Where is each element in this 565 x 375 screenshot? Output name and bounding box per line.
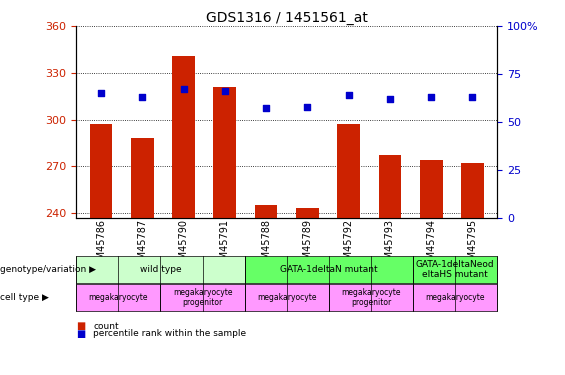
Point <box>97 90 106 96</box>
Text: wild type: wild type <box>140 265 181 274</box>
Point <box>385 96 394 102</box>
Title: GDS1316 / 1451561_at: GDS1316 / 1451561_at <box>206 11 368 25</box>
Text: megakaryocyte: megakaryocyte <box>425 293 485 302</box>
Bar <box>461 163 484 218</box>
Text: ■: ■ <box>76 321 85 331</box>
Point <box>344 92 353 98</box>
Point <box>262 105 271 111</box>
Text: megakaryocyte
progenitor: megakaryocyte progenitor <box>173 288 232 308</box>
Text: cell type ▶: cell type ▶ <box>0 293 49 302</box>
Point <box>303 104 312 110</box>
Bar <box>420 160 442 218</box>
Text: megakaryocyte: megakaryocyte <box>257 293 316 302</box>
Text: percentile rank within the sample: percentile rank within the sample <box>93 329 246 338</box>
Point <box>138 94 147 100</box>
Bar <box>90 124 112 218</box>
Text: megakaryocyte: megakaryocyte <box>89 293 148 302</box>
Point <box>179 86 188 92</box>
Text: count: count <box>93 322 119 331</box>
Point <box>468 94 477 100</box>
Text: GATA-1deltaN mutant: GATA-1deltaN mutant <box>280 265 377 274</box>
Bar <box>172 56 195 217</box>
Bar <box>337 124 360 218</box>
Bar <box>379 155 401 218</box>
Bar <box>296 208 319 218</box>
Text: genotype/variation ▶: genotype/variation ▶ <box>0 265 96 274</box>
Point <box>427 94 436 100</box>
Text: ■: ■ <box>76 329 85 339</box>
Bar <box>214 87 236 218</box>
Bar <box>255 205 277 218</box>
Text: megakaryocyte
progenitor: megakaryocyte progenitor <box>341 288 401 308</box>
Text: GATA-1deltaNeod
eltaHS mutant: GATA-1deltaNeod eltaHS mutant <box>416 260 494 279</box>
Bar <box>131 138 154 218</box>
Point <box>220 88 229 94</box>
